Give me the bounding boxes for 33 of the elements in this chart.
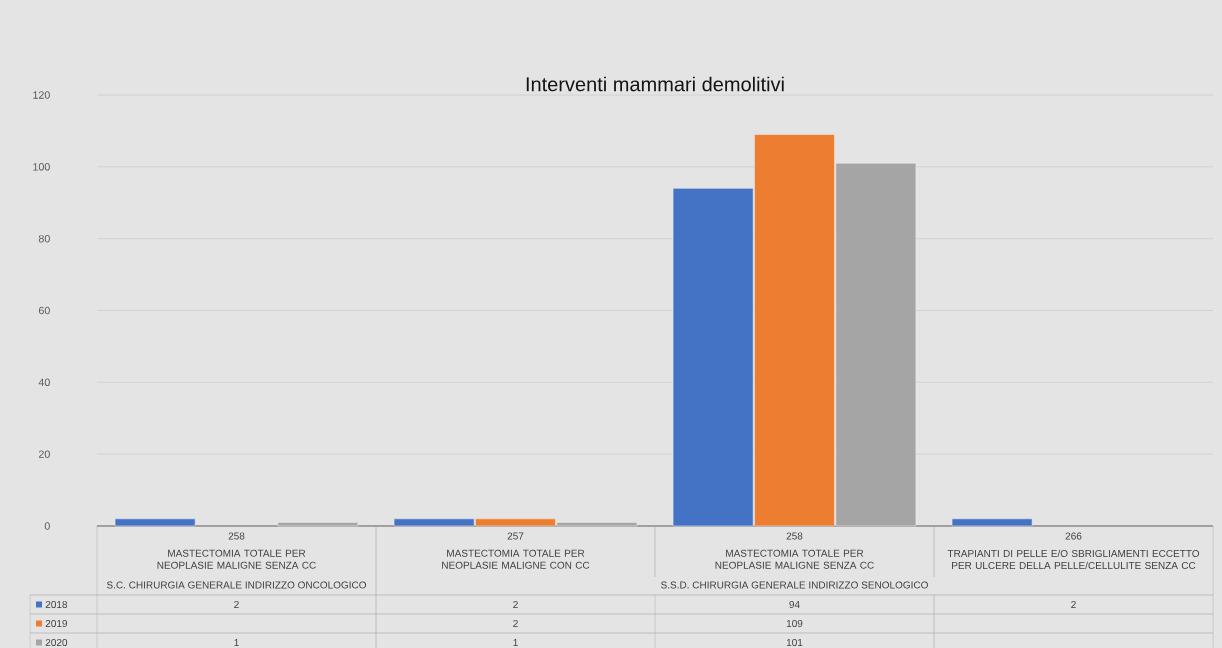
data-label: 94	[789, 600, 800, 609]
text: 258	[228, 532, 245, 540]
y-tick-label: 120	[33, 91, 50, 99]
text: S.S.D. CHIRURGIA GENERALE INDIRIZZO SENOLOGICO	[661, 581, 928, 589]
text: S.C. CHIRURGIA GENERALE INDIRIZZO ONCOLOGICO	[106, 581, 367, 589]
data-label: 2	[234, 601, 239, 608]
text: 266	[1065, 532, 1082, 540]
text: 257	[507, 532, 524, 540]
legend-label: 2020	[45, 638, 68, 647]
y-tick-label: 60	[38, 306, 50, 315]
y-tick-label: 40	[38, 378, 50, 387]
data-label: 1	[234, 639, 239, 646]
data-label: 1	[513, 639, 518, 646]
y-tick-label: 100	[33, 163, 50, 171]
legend-label: 2019	[45, 619, 68, 628]
data-label: 2	[513, 601, 518, 608]
data-label: 109	[786, 619, 803, 628]
bar	[951, 518, 1033, 527]
bar	[277, 522, 359, 527]
data-label: 101	[786, 638, 803, 647]
x-tick-label: MASTECTOMIA TOTALE PER NEOPLASIE MALIGNE SENZA CC	[157, 549, 316, 569]
text: 258	[786, 532, 803, 540]
x-tick-label: TRAPIANTI DI PELLE E/O SBRIGLIAMENTI ECCETTO PER ULCERE DELLA PELLE/CELLULITE SENZA CC	[947, 549, 1200, 570]
data-label: 2	[1071, 601, 1076, 608]
y-tick-label: 20	[38, 450, 50, 458]
y-tick-label: 80	[38, 234, 50, 243]
bar	[114, 518, 196, 527]
x-tick-label: MASTECTOMIA TOTALE PER NEOPLASIE MALIGNE CON CC	[442, 549, 590, 569]
y-tick-label: 0	[44, 522, 50, 530]
x-tick-label: MASTECTOMIA TOTALE PER NEOPLASIE MALIGNE SENZA CC	[715, 549, 874, 569]
data-label: 2	[513, 619, 518, 627]
chart-title: Interventi mammari demolitivi	[526, 76, 784, 92]
legend-label: 2018	[45, 600, 68, 609]
